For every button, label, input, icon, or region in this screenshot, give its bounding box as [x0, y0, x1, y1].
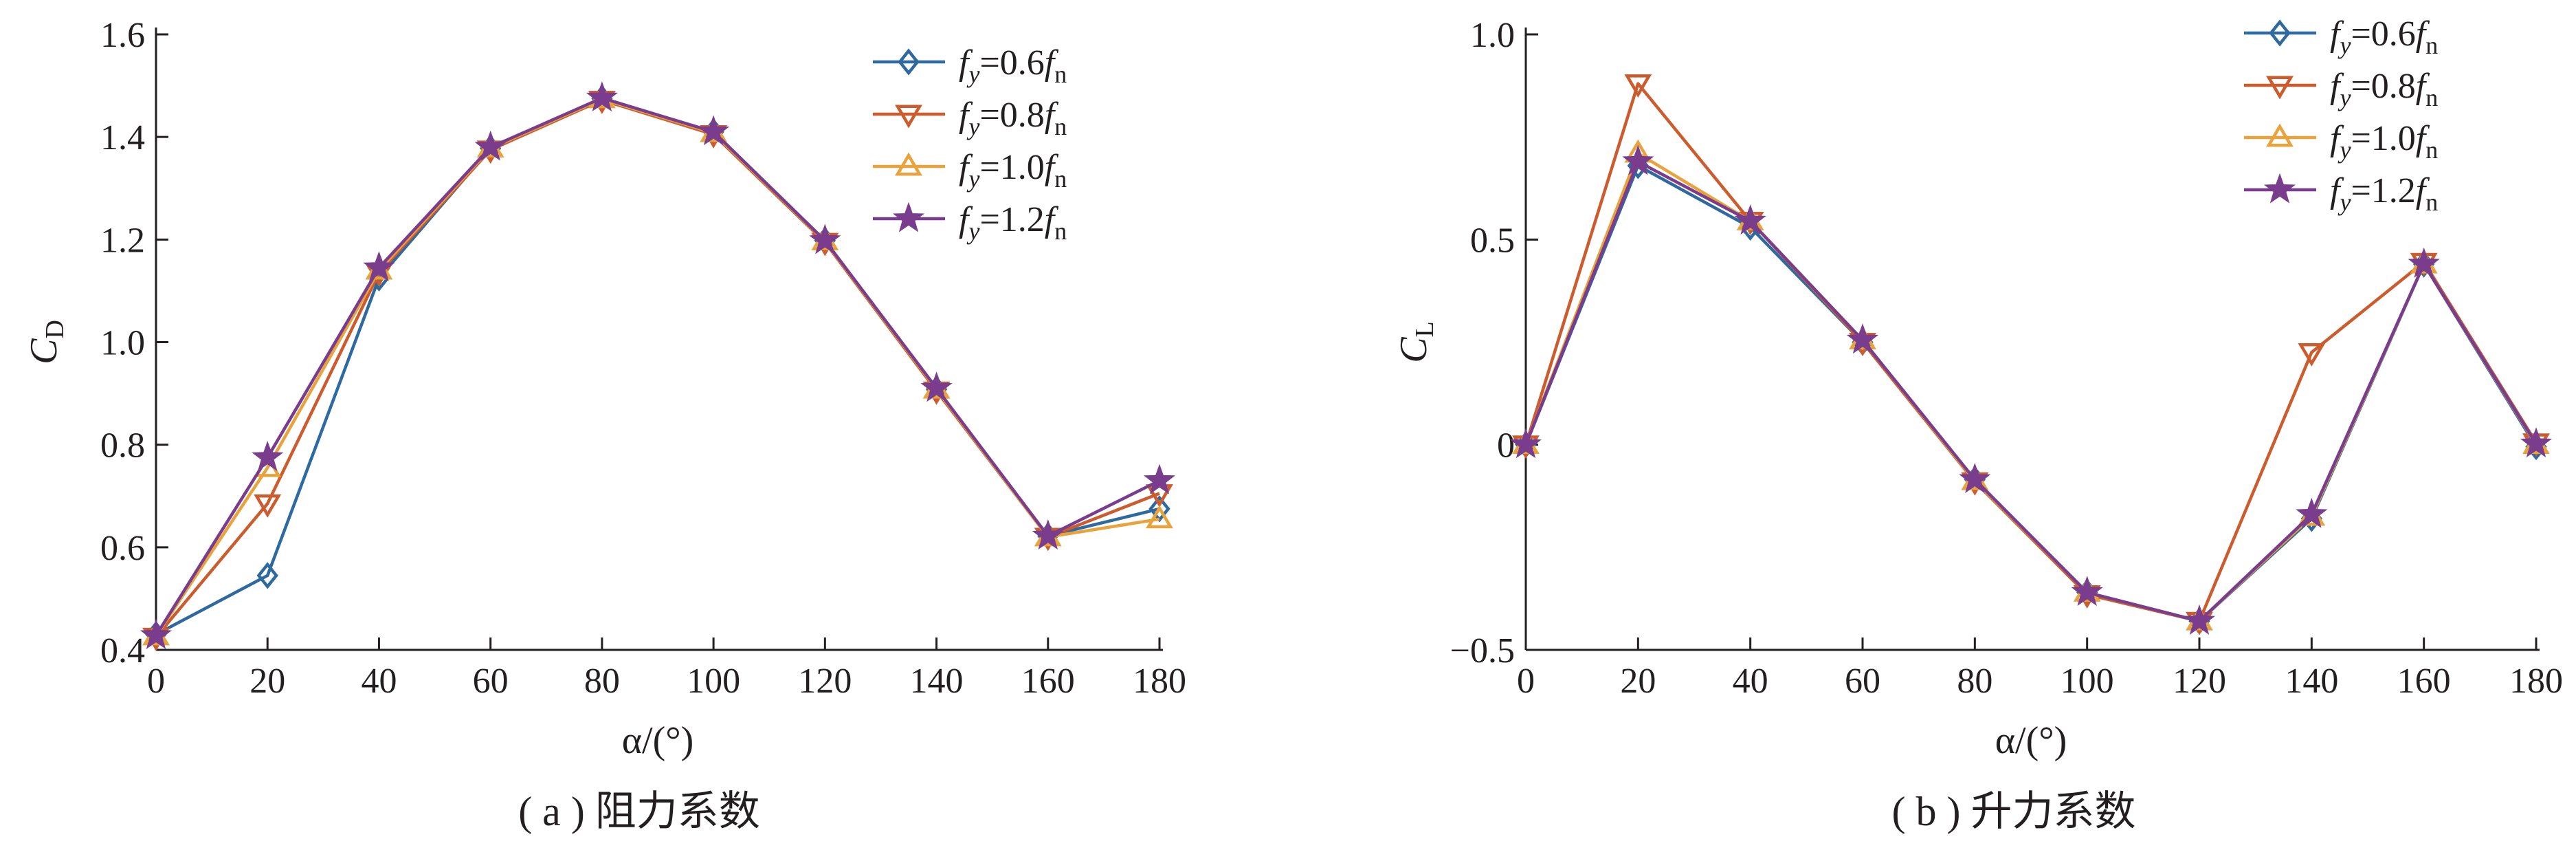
chart-caption: ( b ) 升力系数: [1892, 789, 2136, 834]
series-4-point: [698, 115, 730, 146]
series-4-point: [363, 251, 395, 281]
series-4-point: [920, 371, 953, 402]
series-4-point: [2296, 497, 2328, 528]
series-4-point: [2184, 604, 2215, 635]
y-tick-label: 0.6: [100, 529, 145, 568]
legend-marker-1: [898, 48, 920, 76]
series-4-point: [474, 130, 507, 161]
y-axis-label: CL: [1392, 321, 1439, 363]
series-4-point: [2520, 427, 2552, 458]
series-4-point: [586, 81, 618, 112]
series-4-point: [1143, 464, 1176, 494]
x-tick-label: 20: [1620, 662, 1656, 701]
x-tick-label: 160: [1021, 662, 1075, 701]
y-axis-label: CD: [23, 320, 69, 364]
series-3-point: [1146, 505, 1173, 529]
x-tick-label: 100: [2061, 662, 2114, 701]
y-tick-label: −0.5: [1450, 631, 1515, 671]
y-axis-label-sub: L: [1410, 321, 1439, 337]
series-1-point: [256, 562, 278, 589]
legend: fy=0.6fn fy=0.8fn fy=1.0fn fy=1.2fn: [873, 43, 1067, 245]
series-4-point: [1959, 463, 1991, 493]
legend-marker-3: [895, 152, 922, 176]
series-4-point: [1510, 428, 1542, 459]
x-tick-label: 80: [1957, 662, 1992, 701]
chart-panel-b: −0.500.51.00 20 40 60 80 100 120 140 160 180α/(°)…: [1392, 14, 2563, 834]
x-tick-label: 0: [1517, 662, 1535, 701]
y-tick-label: 1.4: [100, 118, 145, 157]
series-line-4: [155, 96, 1161, 637]
x-tick-label: 80: [584, 662, 620, 701]
series-4-point: [1622, 144, 1654, 175]
series-4-point: [1734, 204, 1766, 235]
y-tick-label: 1.0: [100, 324, 145, 363]
y-tick-label: 0.4: [100, 631, 145, 671]
legend-entry-1: fy=0.6fn: [959, 43, 1067, 88]
x-tick-label: 140: [910, 662, 964, 701]
legend-entry-3: fy=1.0fn: [2330, 119, 2438, 164]
series-line-3: [1524, 151, 2538, 623]
legend-entry-4: fy=1.2fn: [959, 200, 1067, 245]
series-4-point: [2408, 247, 2440, 278]
x-tick-label: 40: [361, 662, 397, 701]
legend-marker-1: [2269, 19, 2291, 47]
x-tick-label: 160: [2397, 662, 2451, 701]
series-4-point: [140, 618, 173, 649]
legend-entry-2: fy=0.8fn: [959, 96, 1067, 140]
y-axis-label-main: C: [23, 338, 65, 364]
y-tick-label: 0: [1497, 426, 1515, 466]
legend-marker-2: [895, 105, 922, 129]
series-2-point: [1624, 74, 1652, 98]
legend-entry-2: fy=0.8fn: [2330, 67, 2438, 111]
legend: fy=0.6fn fy=0.8fn fy=1.0fn fy=1.2fn: [2244, 14, 2438, 216]
series-4-point: [252, 441, 284, 472]
y-axis-label-sub: D: [41, 320, 69, 338]
x-tick-label: 140: [2285, 662, 2338, 701]
legend-marker-3: [2266, 123, 2294, 147]
x-tick-label: 40: [1733, 662, 1768, 701]
y-axis-label-main: C: [1392, 337, 1435, 363]
x-tick-label: 0: [147, 662, 165, 701]
series-2-point: [2298, 342, 2326, 367]
series-line-1: [1524, 164, 2538, 623]
y-tick-label: 1.6: [100, 16, 145, 55]
series-4-point: [1846, 323, 1879, 354]
x-tick-label: 20: [249, 662, 285, 701]
x-tick-label: 180: [2509, 662, 2563, 701]
chart-panel-a: 0.4 0.6 0.8 1.0 1.2 1.4 1.6 0 20 40 60 80 100 120 140 1…: [23, 16, 1186, 834]
x-tick-label: 100: [687, 662, 740, 701]
y-tick-label: 1.0: [1470, 16, 1515, 55]
x-tick-label: 120: [2173, 662, 2226, 701]
legend-marker-4: [892, 201, 925, 232]
legend-marker-4: [2263, 173, 2296, 204]
series-4-point: [1032, 519, 1064, 550]
series-4-point: [2071, 576, 2103, 607]
x-axis-label: α/(°): [622, 719, 694, 762]
y-tick-label: 1.2: [100, 221, 145, 260]
legend-marker-2: [2266, 76, 2294, 100]
x-tick-label: 60: [1845, 662, 1880, 701]
chart-caption: ( a ) 阻力系数: [518, 789, 760, 834]
x-tick-label: 120: [798, 662, 852, 701]
x-tick-label: 60: [473, 662, 509, 701]
series-line-4: [1524, 160, 2538, 623]
x-axis-label: α/(°): [1995, 719, 2067, 762]
series-4-point: [809, 224, 841, 254]
legend-entry-3: fy=1.0fn: [959, 148, 1067, 193]
y-tick-label: 0.8: [100, 426, 145, 466]
x-tick-label: 180: [1133, 662, 1186, 701]
legend-entry-1: fy=0.6fn: [2330, 14, 2438, 59]
y-tick-label: 0.5: [1470, 221, 1515, 260]
series-2-point: [254, 494, 282, 518]
legend-entry-4: fy=1.2fn: [2330, 171, 2438, 216]
